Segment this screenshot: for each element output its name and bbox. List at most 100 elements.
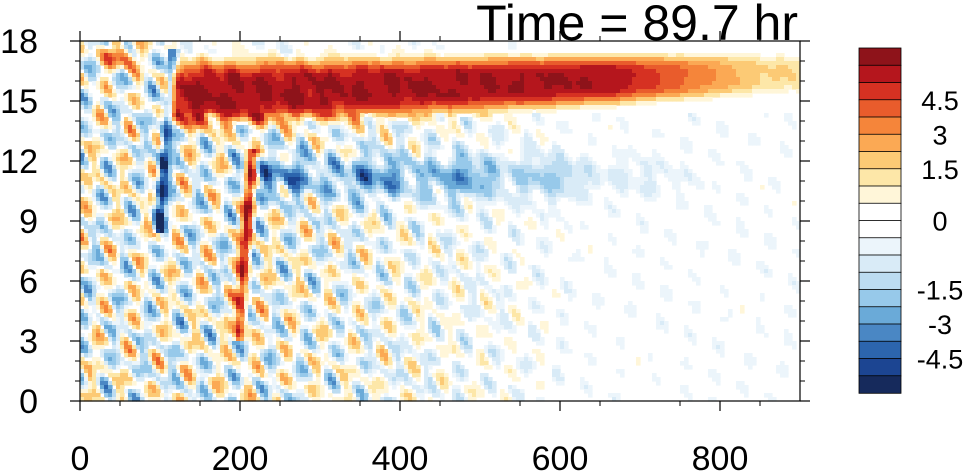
contour-cell (628, 97, 633, 102)
contour-cell (176, 53, 181, 58)
contour-cell (592, 141, 597, 146)
contour-cell (216, 173, 221, 178)
contour-cell (132, 169, 137, 174)
contour-cell (320, 53, 325, 58)
contour-cell (712, 153, 717, 158)
contour-cell (324, 109, 329, 114)
contour-cell (324, 153, 329, 158)
contour-cell (180, 161, 185, 166)
contour-cell (116, 165, 121, 170)
contour-cell (384, 137, 389, 142)
contour-cell (344, 69, 349, 74)
contour-cell (352, 121, 357, 126)
contour-cell (176, 109, 181, 114)
contour-cell (192, 105, 197, 110)
contour-cell (240, 129, 245, 134)
contour-cell (480, 69, 485, 74)
contour-cell (536, 173, 541, 178)
contour-cell (260, 101, 265, 106)
contour-cell (88, 173, 93, 178)
contour-cell (124, 117, 129, 122)
contour-cell (192, 121, 197, 126)
contour-cell (648, 177, 653, 182)
contour-cell (288, 137, 293, 142)
contour-cell (380, 85, 385, 90)
contour-cell (276, 193, 281, 198)
contour-cell (768, 73, 773, 78)
contour-cell (160, 69, 165, 74)
contour-cell (228, 97, 233, 102)
contour-cell (240, 77, 245, 82)
contour-cell (336, 77, 341, 82)
contour-cell (476, 69, 481, 74)
contour-cell (432, 113, 437, 118)
contour-cell (796, 89, 801, 94)
contour-cell (700, 53, 705, 58)
contour-cell (224, 101, 229, 106)
contour-cell (484, 77, 489, 82)
contour-cell (620, 177, 625, 182)
contour-cell (408, 61, 413, 66)
contour-cell (124, 73, 129, 78)
contour-cell (552, 153, 557, 158)
contour-cell (276, 137, 281, 142)
contour-cell (156, 153, 161, 158)
contour-cell (496, 105, 501, 110)
contour-cell (460, 141, 465, 146)
contour-cell (140, 77, 145, 82)
contour-cell (356, 97, 361, 102)
contour-cell (80, 61, 85, 66)
contour-cell (320, 141, 325, 146)
contour-cell (652, 177, 657, 182)
contour-cell (388, 89, 393, 94)
contour-cell (392, 89, 397, 94)
contour-cell (328, 185, 333, 190)
contour-cell (128, 65, 133, 70)
contour-cell (512, 117, 517, 122)
contour-cell (380, 89, 385, 94)
contour-cell (604, 105, 609, 110)
contour-cell (436, 105, 441, 110)
contour-cell (192, 145, 197, 150)
contour-cell (492, 129, 497, 134)
contour-cell (652, 153, 657, 158)
contour-cell (260, 137, 265, 142)
contour-cell (616, 161, 621, 166)
contour-cell (420, 105, 425, 110)
contour-cell (696, 177, 701, 182)
contour-cell (496, 85, 501, 90)
contour-cell (328, 77, 333, 82)
contour-cell (296, 169, 301, 174)
contour-cell (552, 157, 557, 162)
contour-cell (448, 189, 453, 194)
contour-cell (148, 93, 153, 98)
contour-cell (368, 173, 373, 178)
contour-cell (712, 53, 717, 58)
contour-cell (564, 173, 569, 178)
contour-cell (452, 65, 457, 70)
contour-cell (640, 89, 645, 94)
contour-cell (156, 165, 161, 170)
contour-cell (772, 69, 777, 74)
contour-cell (228, 77, 233, 82)
contour-cell (440, 57, 445, 62)
contour-cell (520, 169, 525, 174)
contour-cell (316, 165, 321, 170)
contour-cell (164, 161, 169, 166)
contour-cell (468, 117, 473, 122)
contour-cell (280, 85, 285, 90)
contour-cell (544, 65, 549, 70)
contour-cell (468, 101, 473, 106)
contour-cell (96, 41, 101, 46)
contour-cell (452, 77, 457, 82)
contour-cell (788, 65, 793, 70)
contour-cell (308, 173, 313, 178)
contour-cell (252, 53, 257, 58)
contour-cell (684, 61, 689, 66)
contour-cell (644, 69, 649, 74)
contour-cell (500, 161, 505, 166)
contour-cell (628, 73, 633, 78)
contour-cell (248, 105, 253, 110)
contour-cell (112, 69, 117, 74)
contour-cell (240, 61, 245, 66)
